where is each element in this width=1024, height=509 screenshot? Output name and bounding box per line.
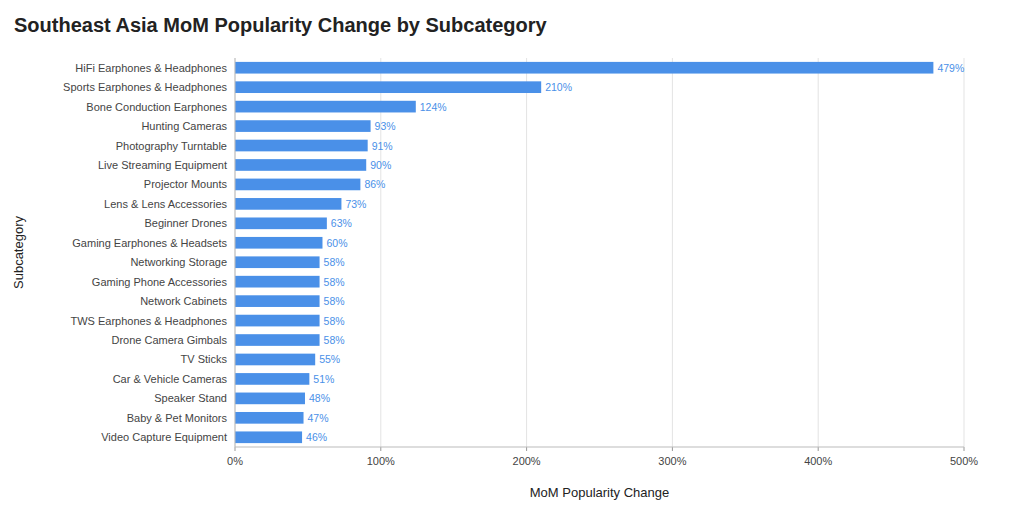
data-label: 91% <box>372 140 393 152</box>
data-label: 93% <box>375 120 396 132</box>
x-tick-label: 500% <box>950 455 978 467</box>
bar <box>235 373 309 385</box>
grid-line <box>964 58 965 447</box>
data-label: 479% <box>937 62 964 74</box>
chart-container: Southeast Asia MoM Popularity Change by … <box>0 0 1024 509</box>
bar <box>235 431 302 443</box>
data-label: 58% <box>324 276 345 288</box>
y-tick-label: Beginner Drones <box>144 217 227 229</box>
bar <box>235 217 327 229</box>
y-axis: Video Capture Equipment Baby & Pet Monito… <box>63 62 227 444</box>
bar <box>235 237 322 249</box>
x-tick <box>964 447 965 451</box>
x-tick <box>380 447 381 451</box>
bar <box>235 140 368 152</box>
x-tick <box>672 447 673 451</box>
y-tick-label: Projector Mounts <box>144 178 228 190</box>
bar <box>235 412 304 424</box>
y-tick-label: TWS Earphones & Headphones <box>70 315 227 327</box>
y-tick-label: Baby & Pet Monitors <box>127 412 228 424</box>
data-label: 46% <box>306 431 327 443</box>
grid-line <box>526 58 527 447</box>
bar <box>235 198 341 210</box>
chart: Southeast Asia MoM Popularity Change by … <box>0 0 1024 509</box>
bar <box>235 295 320 307</box>
grid-line <box>380 58 381 447</box>
bar <box>235 62 933 74</box>
y-tick-label: Bone Conduction Earphones <box>86 101 227 113</box>
grid <box>235 58 964 447</box>
y-tick-label: Network Cabinets <box>140 295 227 307</box>
data-label: 55% <box>319 353 340 365</box>
data-label: 210% <box>545 81 572 93</box>
data-label: 124% <box>420 101 447 113</box>
y-tick-label: Car & Vehicle Cameras <box>113 373 228 385</box>
x-axis: 0% 100% 200% 300% 400% 500% <box>227 447 978 467</box>
data-label: 73% <box>345 198 366 210</box>
data-labels: 46% 47% 48% 51% 55% 58% 58% 58% 58% 58% 60% 63% 73% 8… <box>306 62 964 444</box>
data-label: 58% <box>324 315 345 327</box>
data-label: 86% <box>364 178 385 190</box>
y-tick-label: Video Capture Equipment <box>101 431 227 443</box>
x-tick-label: 400% <box>804 455 832 467</box>
y-tick-label: Speaker Stand <box>154 392 227 404</box>
x-tick <box>526 447 527 451</box>
y-tick-label: Drone Camera Gimbals <box>111 334 227 346</box>
x-axis-title: MoM Popularity Change <box>530 485 669 500</box>
bar <box>235 159 366 171</box>
y-tick-label: Lens & Lens Accessories <box>104 198 227 210</box>
bar <box>235 101 416 113</box>
title: Southeast Asia MoM Popularity Change by … <box>14 14 548 36</box>
data-label: 47% <box>308 412 329 424</box>
bar <box>235 276 320 288</box>
bar <box>235 256 320 268</box>
bar <box>235 120 371 132</box>
data-label: 90% <box>370 159 391 171</box>
bar <box>235 315 320 327</box>
y-axis-title: Subcategory <box>11 216 26 289</box>
y-tick-label: Gaming Phone Accessories <box>92 276 228 288</box>
y-tick-label: Sports Earphones & Headphones <box>63 81 227 93</box>
x-tick-label: 100% <box>367 455 395 467</box>
x-axis-line <box>235 447 964 448</box>
data-label: 48% <box>309 392 330 404</box>
y-tick-label: HiFi Earphones & Headphones <box>75 62 227 74</box>
bar <box>235 334 320 346</box>
data-label: 63% <box>331 217 352 229</box>
x-tick-label: 200% <box>513 455 541 467</box>
grid-line <box>818 58 819 447</box>
bar <box>235 179 360 191</box>
data-label: 60% <box>326 237 347 249</box>
bar <box>235 81 541 93</box>
bar <box>235 393 305 405</box>
data-label: 58% <box>324 295 345 307</box>
x-tick <box>235 447 236 451</box>
x-tick <box>818 447 819 451</box>
data-label: 58% <box>324 334 345 346</box>
y-tick-label: Networking Storage <box>130 256 227 268</box>
y-tick-label: Hunting Cameras <box>141 120 227 132</box>
y-tick-label: Live Streaming Equipment <box>98 159 227 171</box>
grid-line <box>235 58 236 447</box>
bars <box>235 62 933 443</box>
data-label: 51% <box>313 373 334 385</box>
x-tick-label: 300% <box>658 455 686 467</box>
grid-line <box>672 58 673 447</box>
y-tick-label: Photography Turntable <box>116 140 227 152</box>
x-tick-label: 0% <box>227 455 243 467</box>
data-label: 58% <box>324 256 345 268</box>
y-tick-label: Gaming Earphones & Headsets <box>72 237 227 249</box>
bar <box>235 354 315 366</box>
y-tick-label: TV Sticks <box>181 353 228 365</box>
y-axis-line <box>235 58 236 447</box>
